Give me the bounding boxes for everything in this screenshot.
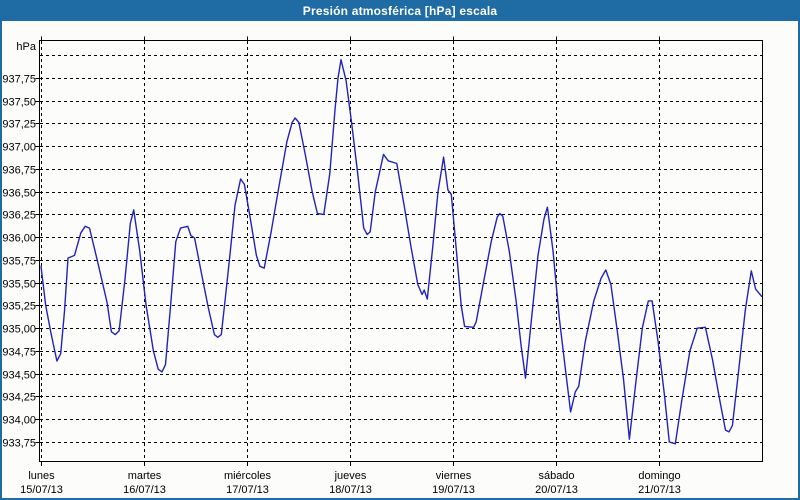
x-date-label: 16/07/13 xyxy=(123,484,166,496)
y-axis-tick-label: 935,75 xyxy=(2,256,36,268)
y-axis-tick-label: 935,50 xyxy=(2,279,36,291)
y-axis-tick-label: 937,00 xyxy=(2,142,36,154)
x-date-label: 20/07/13 xyxy=(535,484,578,496)
y-axis-unit-label: hPa xyxy=(16,41,36,53)
y-axis-tick-label: 935,25 xyxy=(2,301,36,313)
plot-border xyxy=(38,39,764,463)
y-axis-tick-label: 933,75 xyxy=(2,438,36,450)
y-axis-tick-label: 937,50 xyxy=(2,97,36,109)
pressure-curve xyxy=(40,59,763,445)
x-date-label: 21/07/13 xyxy=(638,484,681,496)
y-axis-tick-label: 934,00 xyxy=(2,415,36,427)
y-axis-tick-label: 935,00 xyxy=(2,324,36,336)
x-day-label: sábado xyxy=(538,470,574,482)
y-axis-tick-label: 934,75 xyxy=(2,347,36,359)
window-title: Presión atmosférica [hPa] escala xyxy=(302,3,498,18)
title-bar: Presión atmosférica [hPa] escala xyxy=(0,0,800,21)
x-day-label: domingo xyxy=(638,470,680,482)
y-axis-tick-label: 934,25 xyxy=(2,392,36,404)
y-axis-tick-label: 934,50 xyxy=(2,370,36,382)
y-axis-tick-label: 936,00 xyxy=(2,233,36,245)
y-axis-tick-label: 937,75 xyxy=(2,74,36,86)
x-date-label: 15/07/13 xyxy=(20,484,63,496)
x-day-label: martes xyxy=(128,470,162,482)
x-day-label: jueves xyxy=(334,470,367,482)
x-day-label: lunes xyxy=(28,470,55,482)
x-day-label: miércoles xyxy=(224,470,272,482)
x-date-label: 19/07/13 xyxy=(432,484,475,496)
y-axis-tick-label: 937,25 xyxy=(2,119,36,131)
x-day-label: viernes xyxy=(436,470,472,482)
x-date-label: 18/07/13 xyxy=(329,484,372,496)
y-axis-tick-label: 936,25 xyxy=(2,210,36,222)
y-axis-tick-label: 936,50 xyxy=(2,188,36,200)
x-date-label: 17/07/13 xyxy=(226,484,269,496)
y-axis-tick-label: 936,75 xyxy=(2,165,36,177)
